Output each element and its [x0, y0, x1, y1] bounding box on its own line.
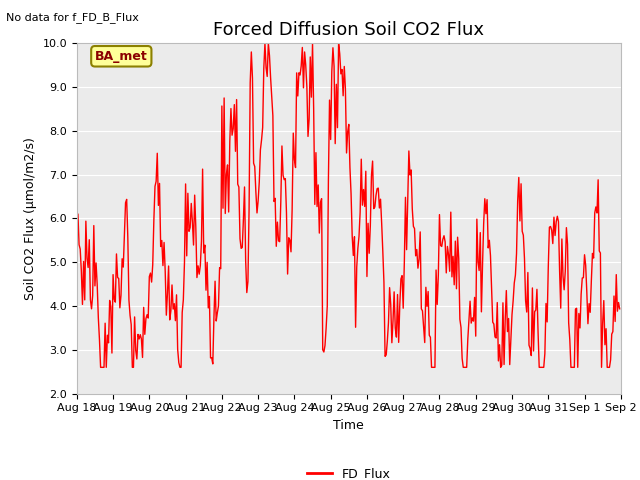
X-axis label: Time: Time: [333, 419, 364, 432]
Title: Forced Diffusion Soil CO2 Flux: Forced Diffusion Soil CO2 Flux: [213, 21, 484, 39]
Y-axis label: Soil CO2 Flux (μmol/m2/s): Soil CO2 Flux (μmol/m2/s): [24, 137, 37, 300]
Legend: FD_Flux: FD_Flux: [302, 462, 396, 480]
Text: No data for f_FD_B_Flux: No data for f_FD_B_Flux: [6, 12, 140, 23]
Text: BA_met: BA_met: [95, 50, 148, 63]
